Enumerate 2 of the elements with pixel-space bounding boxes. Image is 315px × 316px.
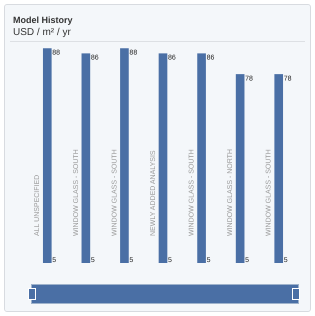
chart-subtitle: USD / m² / yr xyxy=(13,27,71,38)
chart-title: Model History xyxy=(13,15,73,25)
